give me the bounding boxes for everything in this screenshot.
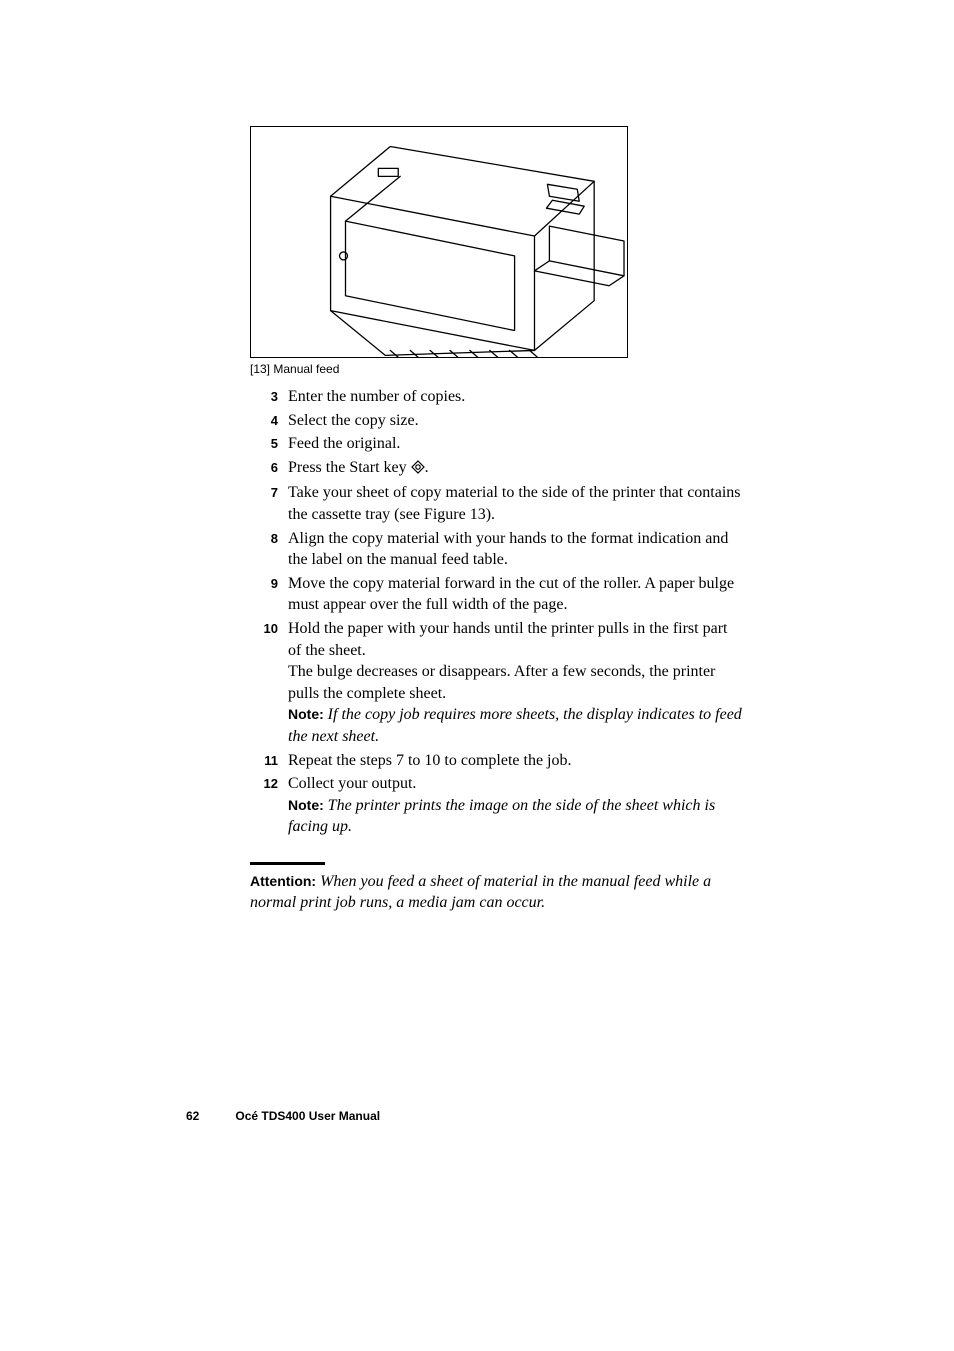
step-row: 9 Move the copy material forward in the c…	[250, 573, 744, 616]
step-line: The bulge decreases or disappears. After…	[288, 661, 744, 704]
step-note: Note: If the copy job requires more shee…	[288, 704, 744, 747]
step-body: Feed the original.	[278, 433, 744, 455]
step-row: 3 Enter the number of copies.	[250, 386, 744, 408]
step-body: Enter the number of copies.	[278, 386, 744, 408]
step-row: 10 Hold the paper with your hands until t…	[250, 618, 744, 748]
note-text: The printer prints the image on the side…	[288, 797, 715, 836]
step-body: Press the Start key .	[278, 457, 744, 481]
attention-text: When you feed a sheet of material in the…	[250, 873, 711, 912]
step-line: Hold the paper with your hands until the…	[288, 618, 744, 661]
step-body: Move the copy material forward in the cu…	[278, 573, 744, 616]
step-list: 3 Enter the number of copies. 4 Select the …	[250, 386, 744, 838]
step-body: Select the copy size.	[278, 410, 744, 432]
attention-rule	[250, 862, 325, 865]
footer-page-number: 62	[186, 1109, 199, 1123]
step-line: Enter the number of copies.	[288, 386, 744, 408]
step-line: Take your sheet of copy material to the …	[288, 482, 744, 525]
step-number: 7	[250, 482, 278, 502]
step-body: Align the copy material with your hands …	[278, 528, 744, 571]
figure-frame	[250, 126, 628, 358]
step-line: Collect your output.	[288, 773, 744, 795]
figure-caption: [13] Manual feed	[250, 362, 744, 376]
step-body: Take your sheet of copy material to the …	[278, 482, 744, 525]
page-footer: 62 Océ TDS400 User Manual	[186, 1109, 380, 1123]
step-number: 4	[250, 410, 278, 430]
step-row: 4 Select the copy size.	[250, 410, 744, 432]
start-key-icon	[411, 459, 425, 481]
step-text-trailer: .	[425, 459, 429, 476]
step-row: 11 Repeat the steps 7 to 10 to complete t…	[250, 750, 744, 772]
step-line: Select the copy size.	[288, 410, 744, 432]
note-label: Note:	[288, 797, 328, 813]
step-line: Press the Start key .	[288, 457, 744, 481]
step-line: Repeat the steps 7 to 10 to complete the…	[288, 750, 744, 772]
printer-illustration	[251, 126, 627, 358]
note-label: Note:	[288, 706, 328, 722]
step-number: 3	[250, 386, 278, 406]
step-row: 8 Align the copy material with your hands…	[250, 528, 744, 571]
step-number: 8	[250, 528, 278, 548]
step-body: Hold the paper with your hands until the…	[278, 618, 744, 748]
step-line: Move the copy material forward in the cu…	[288, 573, 744, 616]
step-number: 5	[250, 433, 278, 453]
step-line: Feed the original.	[288, 433, 744, 455]
step-row: 7 Take your sheet of copy material to the…	[250, 482, 744, 525]
attention-label: Attention:	[250, 873, 316, 889]
step-body: Collect your output.Note: The printer pr…	[278, 773, 744, 838]
document-page: [13] Manual feed 3 Enter the number of co…	[0, 0, 954, 1351]
step-line: Align the copy material with your hands …	[288, 528, 744, 571]
step-row: 12Collect your output.Note: The printer …	[250, 773, 744, 838]
step-body: Repeat the steps 7 to 10 to complete the…	[278, 750, 744, 772]
step-row: 5 Feed the original.	[250, 433, 744, 455]
step-number: 6	[250, 457, 278, 477]
step-number: 9	[250, 573, 278, 593]
step-number: 12	[250, 773, 278, 793]
footer-title: Océ TDS400 User Manual	[235, 1109, 380, 1123]
attention-block: Attention: When you feed a sheet of mate…	[250, 856, 744, 914]
step-row: 6 Press the Start key .	[250, 457, 744, 481]
step-number: 11	[250, 750, 278, 770]
step-text: Press the Start key	[288, 459, 411, 476]
note-text: If the copy job requires more sheets, th…	[288, 706, 742, 745]
step-number: 10	[250, 618, 278, 638]
step-note: Note: The printer prints the image on th…	[288, 795, 744, 838]
